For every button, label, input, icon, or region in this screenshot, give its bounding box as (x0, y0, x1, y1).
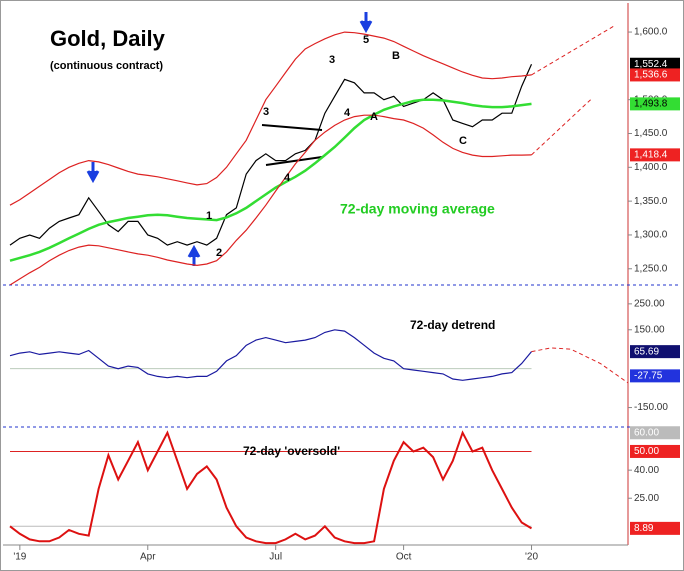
annotation: 3 (329, 54, 335, 66)
projection-line (531, 347, 628, 384)
value-box (630, 521, 680, 535)
series-line (9, 63, 533, 246)
chart-title: Gold, Daily (50, 26, 166, 51)
annotation: 3 (263, 106, 269, 118)
value-box-label: 8.89 (634, 523, 654, 534)
value-box (630, 444, 680, 458)
triangle-line (265, 156, 323, 166)
y-tick-label: 1,350.0 (634, 196, 668, 207)
value-box (630, 148, 680, 162)
y-tick-label: -150.00 (634, 402, 668, 413)
panel (9, 24, 616, 285)
y-tick-label: 25.00 (634, 493, 659, 504)
value-box (630, 57, 680, 71)
value-box-label: 1,552.4 (634, 59, 668, 70)
annotation: C (459, 135, 467, 147)
x-tick-label: '20 (525, 552, 538, 563)
x-tick-label: Jul (269, 552, 282, 563)
annotation: 72-day detrend (410, 318, 495, 332)
series-line (9, 430, 533, 545)
annotation: 5 (363, 34, 369, 46)
value-box-label: 1,493.8 (634, 99, 668, 110)
y-tick-label: 250.00 (634, 298, 665, 309)
annotation: 4 (284, 172, 291, 184)
value-box-label: -27.75 (634, 371, 663, 382)
panel (9, 329, 628, 384)
y-tick-label: 40.00 (634, 465, 659, 476)
value-box (630, 97, 680, 111)
y-tick-label: 1,600.0 (634, 27, 668, 38)
annotation: 2 (216, 247, 222, 259)
series-line (9, 329, 532, 381)
y-tick-label: 1,300.0 (634, 230, 668, 241)
y-tick-label: 150.00 (634, 324, 665, 335)
arrow-down (359, 12, 373, 34)
value-box-label: 65.69 (634, 346, 659, 357)
series-line (9, 114, 532, 285)
y-tick-label: 1,400.0 (634, 162, 668, 173)
y-tick-label: 1,250.0 (634, 263, 668, 274)
series-line (9, 31, 532, 206)
value-box (630, 68, 680, 82)
value-box (630, 426, 680, 440)
y-tick-label: 1,450.0 (634, 128, 668, 139)
value-box-label: 1,418.4 (634, 150, 668, 161)
projection-line (531, 24, 616, 76)
value-box (630, 345, 680, 359)
panel (9, 430, 533, 545)
x-tick-label: Oct (396, 552, 412, 563)
arrow-down (86, 162, 100, 184)
label-bg (240, 445, 380, 459)
annotation: 1 (206, 210, 212, 222)
value-box-label: 50.00 (634, 446, 659, 457)
triangle-line (261, 124, 323, 131)
annotation: A (370, 111, 378, 123)
value-box (630, 369, 680, 383)
annotation: B (392, 50, 400, 62)
annotation: 4 (344, 107, 351, 119)
value-box-label: 60.00 (634, 427, 659, 438)
x-tick-label: Apr (140, 552, 156, 563)
subtitle: (continuous contract) (50, 60, 163, 72)
annotation: 72-day moving average (340, 201, 495, 217)
x-tick-label: '19 (13, 552, 26, 563)
value-box-label: 1,536.6 (634, 70, 668, 81)
arrow-up (187, 244, 201, 266)
series-line (9, 98, 532, 262)
annotation: 72-day 'oversold' (243, 444, 340, 458)
